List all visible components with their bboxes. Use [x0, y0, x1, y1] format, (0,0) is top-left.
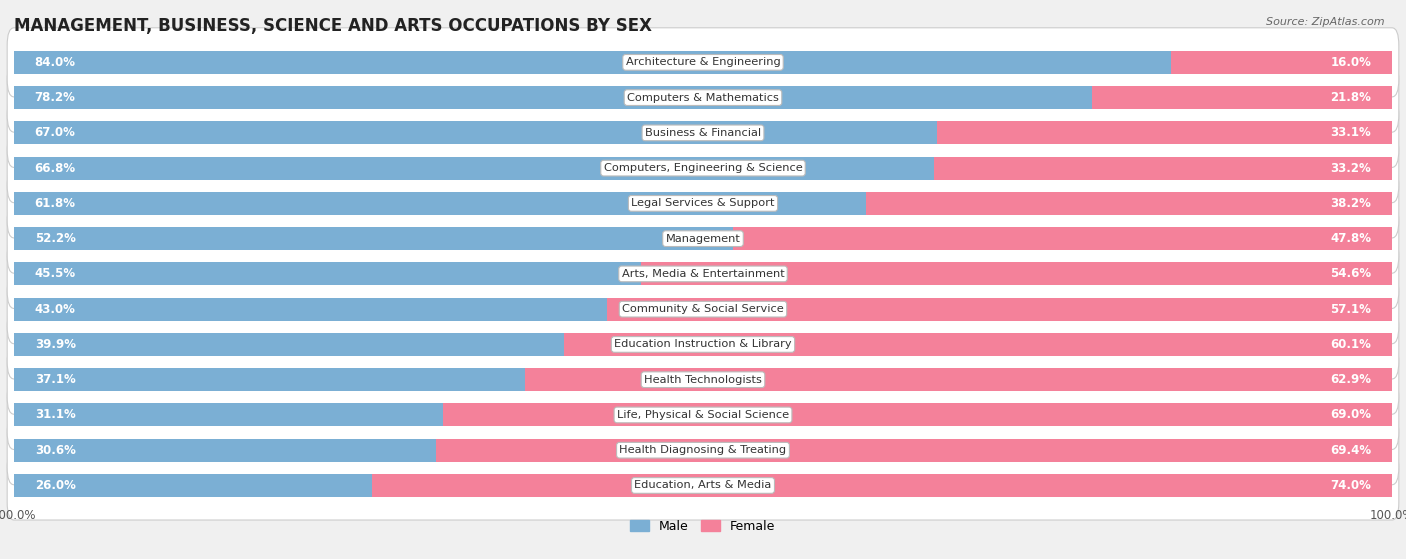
- Bar: [734, 227, 1392, 250]
- FancyBboxPatch shape: [7, 134, 1399, 203]
- Text: 57.1%: 57.1%: [1330, 302, 1371, 316]
- FancyBboxPatch shape: [7, 310, 1399, 379]
- Bar: [436, 439, 1392, 462]
- Text: 37.1%: 37.1%: [35, 373, 76, 386]
- Text: 43.0%: 43.0%: [35, 302, 76, 316]
- Bar: [14, 262, 641, 285]
- Bar: [641, 262, 1392, 285]
- Bar: [1091, 86, 1392, 109]
- Text: Community & Social Service: Community & Social Service: [621, 304, 785, 314]
- Bar: [373, 474, 1392, 497]
- Text: Arts, Media & Entertainment: Arts, Media & Entertainment: [621, 269, 785, 279]
- Text: Architecture & Engineering: Architecture & Engineering: [626, 58, 780, 67]
- FancyBboxPatch shape: [7, 345, 1399, 414]
- Bar: [606, 298, 1392, 321]
- FancyBboxPatch shape: [7, 28, 1399, 97]
- Text: 33.2%: 33.2%: [1330, 162, 1371, 174]
- Bar: [14, 439, 436, 462]
- Text: 38.2%: 38.2%: [1330, 197, 1371, 210]
- Bar: [938, 121, 1392, 144]
- Text: 16.0%: 16.0%: [1330, 56, 1371, 69]
- Text: 47.8%: 47.8%: [1330, 232, 1371, 245]
- Bar: [14, 333, 564, 356]
- FancyBboxPatch shape: [7, 239, 1399, 309]
- FancyBboxPatch shape: [7, 204, 1399, 273]
- Text: 30.6%: 30.6%: [35, 444, 76, 457]
- Text: Health Diagnosing & Treating: Health Diagnosing & Treating: [620, 445, 786, 455]
- Bar: [14, 157, 935, 179]
- Text: 21.8%: 21.8%: [1330, 91, 1371, 104]
- Text: Computers & Mathematics: Computers & Mathematics: [627, 93, 779, 103]
- Text: Education, Arts & Media: Education, Arts & Media: [634, 481, 772, 490]
- Bar: [443, 404, 1392, 427]
- Bar: [526, 368, 1392, 391]
- Text: 74.0%: 74.0%: [1330, 479, 1371, 492]
- Bar: [14, 227, 734, 250]
- FancyBboxPatch shape: [7, 169, 1399, 238]
- Text: 69.0%: 69.0%: [1330, 409, 1371, 421]
- Text: 67.0%: 67.0%: [35, 126, 76, 139]
- Bar: [14, 86, 1091, 109]
- Bar: [14, 474, 373, 497]
- FancyBboxPatch shape: [7, 380, 1399, 449]
- Text: 62.9%: 62.9%: [1330, 373, 1371, 386]
- Bar: [14, 298, 606, 321]
- Bar: [14, 51, 1171, 74]
- Text: Legal Services & Support: Legal Services & Support: [631, 198, 775, 209]
- FancyBboxPatch shape: [7, 274, 1399, 344]
- Text: 33.1%: 33.1%: [1330, 126, 1371, 139]
- FancyBboxPatch shape: [7, 63, 1399, 132]
- FancyBboxPatch shape: [7, 451, 1399, 520]
- Text: 54.6%: 54.6%: [1330, 267, 1371, 281]
- Bar: [14, 192, 866, 215]
- Text: 60.1%: 60.1%: [1330, 338, 1371, 351]
- Text: Health Technologists: Health Technologists: [644, 375, 762, 385]
- Text: Education Instruction & Library: Education Instruction & Library: [614, 339, 792, 349]
- Text: 52.2%: 52.2%: [35, 232, 76, 245]
- Legend: Male, Female: Male, Female: [626, 515, 780, 538]
- Text: 26.0%: 26.0%: [35, 479, 76, 492]
- Text: 66.8%: 66.8%: [35, 162, 76, 174]
- Text: Management: Management: [665, 234, 741, 244]
- Bar: [866, 192, 1392, 215]
- Bar: [14, 121, 938, 144]
- Text: Computers, Engineering & Science: Computers, Engineering & Science: [603, 163, 803, 173]
- Text: 84.0%: 84.0%: [35, 56, 76, 69]
- Bar: [1171, 51, 1392, 74]
- Bar: [935, 157, 1392, 179]
- Text: Source: ZipAtlas.com: Source: ZipAtlas.com: [1267, 17, 1385, 27]
- Text: Business & Financial: Business & Financial: [645, 128, 761, 138]
- Text: 78.2%: 78.2%: [35, 91, 76, 104]
- Bar: [14, 368, 526, 391]
- FancyBboxPatch shape: [7, 98, 1399, 168]
- Text: MANAGEMENT, BUSINESS, SCIENCE AND ARTS OCCUPATIONS BY SEX: MANAGEMENT, BUSINESS, SCIENCE AND ARTS O…: [14, 17, 652, 35]
- FancyBboxPatch shape: [7, 416, 1399, 485]
- Text: 39.9%: 39.9%: [35, 338, 76, 351]
- Bar: [14, 404, 443, 427]
- Text: 61.8%: 61.8%: [35, 197, 76, 210]
- Text: 31.1%: 31.1%: [35, 409, 76, 421]
- Text: 69.4%: 69.4%: [1330, 444, 1371, 457]
- Text: 45.5%: 45.5%: [35, 267, 76, 281]
- Text: Life, Physical & Social Science: Life, Physical & Social Science: [617, 410, 789, 420]
- Bar: [564, 333, 1392, 356]
